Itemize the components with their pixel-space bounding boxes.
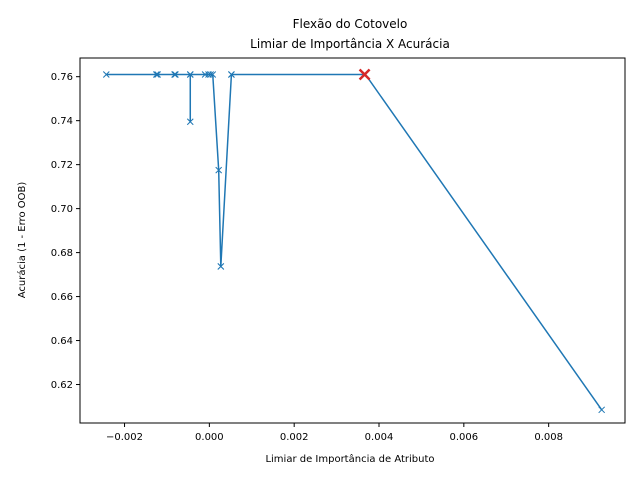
data-point-marker: [171, 71, 178, 78]
y-tick-label: 0.72: [51, 160, 73, 171]
axes-frame: [79, 57, 626, 424]
data-point-marker: [172, 71, 179, 78]
highlight-marker: [358, 68, 371, 81]
x-tick-label: −0.002: [106, 432, 143, 443]
data-point-marker: [209, 71, 217, 78]
marker-stroke: [186, 118, 194, 126]
data-point-marker: [217, 263, 225, 270]
data-point-marker: [186, 118, 194, 126]
marker-stroke: [228, 71, 235, 78]
marker-stroke: [171, 71, 178, 78]
data-point-marker: [598, 406, 606, 414]
y-tick-label: 0.66: [51, 292, 73, 303]
marker-stroke: [217, 263, 225, 270]
marker-stroke: [102, 71, 110, 78]
data-point-marker: [102, 71, 110, 78]
data-point-marker: [186, 71, 194, 78]
x-tick-label: 0.008: [534, 432, 563, 443]
data-point-marker: [207, 71, 214, 78]
y-tick-label: 0.76: [51, 72, 73, 83]
highlight-stroke: [358, 68, 371, 81]
data-point-marker: [152, 71, 160, 78]
x-axis-label: Limiar de Importância de Atributo: [265, 453, 434, 465]
marker-stroke: [172, 71, 179, 78]
data-point-marker: [154, 71, 161, 78]
plot-area: [102, 68, 606, 414]
y-tick-label: 0.68: [51, 248, 73, 259]
marker-stroke: [152, 71, 160, 78]
data-point-marker: [215, 166, 223, 174]
marker-stroke: [215, 166, 223, 174]
x-axis: −0.002 0.000 0.002 0.004 0.006 0.008: [106, 423, 563, 443]
y-axis: 0.62 0.64 0.66 0.68 0.70 0.72 0.74 0.76: [51, 72, 80, 391]
marker-stroke: [207, 71, 214, 78]
chart-title: Flexão do Cotovelo: [293, 17, 408, 31]
data-point-marker: [228, 71, 235, 78]
x-tick-label: 0.002: [280, 432, 309, 443]
chart-subtitle: Limiar de Importância X Acurácia: [250, 37, 450, 51]
x-tick-label: 0.000: [195, 432, 224, 443]
y-tick-label: 0.64: [51, 336, 73, 347]
marker-stroke: [186, 71, 194, 78]
marker-stroke: [598, 406, 606, 414]
marker-stroke: [209, 71, 217, 78]
marker-stroke: [154, 71, 161, 78]
y-tick-label: 0.62: [51, 380, 73, 391]
y-tick-label: 0.74: [51, 116, 73, 127]
y-axis-label: Acurácia (1 - Erro OOB): [16, 182, 28, 299]
series-line-0: [106, 73, 603, 411]
x-tick-label: 0.006: [450, 432, 479, 443]
x-tick-label: 0.004: [365, 432, 394, 443]
y-tick-label: 0.70: [51, 204, 73, 215]
